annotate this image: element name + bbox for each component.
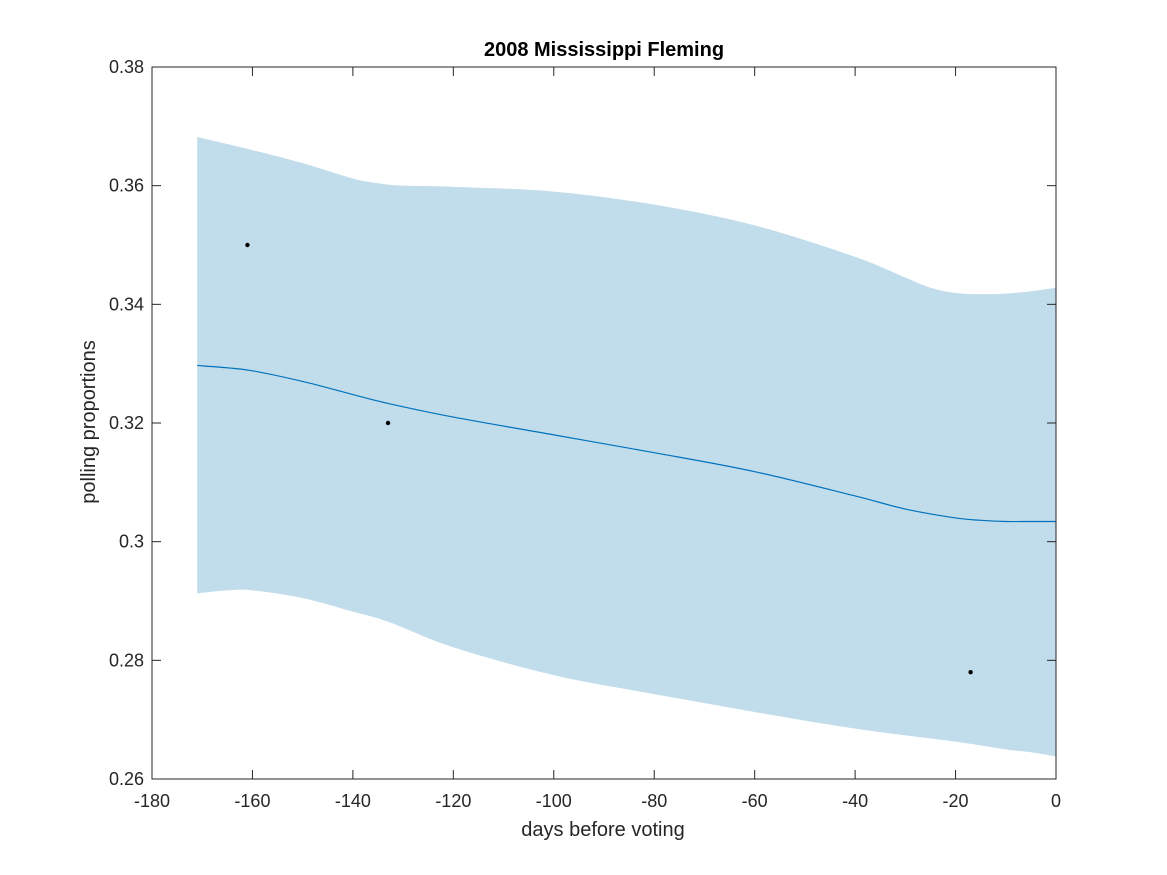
confidence-band — [197, 137, 1056, 757]
x-tick-label: -160 — [234, 791, 270, 811]
y-axis-label: polling proportions — [78, 340, 100, 503]
chart-title: 2008 Mississippi Fleming — [484, 39, 724, 61]
y-tick-label: 0.36 — [109, 176, 144, 196]
y-tick-label: 0.32 — [109, 413, 144, 433]
x-tick-label: -40 — [842, 791, 868, 811]
x-tick-label: -100 — [536, 791, 572, 811]
y-tick-label: 0.34 — [109, 294, 144, 314]
y-tick-label: 0.3 — [119, 532, 144, 552]
x-tick-label: -140 — [335, 791, 371, 811]
y-tick-label: 0.38 — [109, 57, 144, 77]
y-tick-label: 0.26 — [109, 769, 144, 789]
mean-line — [197, 364, 1056, 523]
axes: -180 -160 -140 -120 -100 -80 -60 -40 -20 0 0.26 0.2… — [109, 57, 1061, 811]
x-tick-label: -80 — [641, 791, 667, 811]
x-tick-label: -120 — [435, 791, 471, 811]
data-point — [385, 420, 391, 426]
x-tick-label: -180 — [134, 791, 170, 811]
x-axis-label: days before voting — [521, 819, 684, 841]
x-tick-label: -20 — [943, 791, 969, 811]
x-tick-label: 0 — [1051, 791, 1061, 811]
plot-area — [197, 137, 1056, 757]
data-point — [968, 670, 973, 675]
x-tick-label: -60 — [742, 791, 768, 811]
y-tick-label: 0.28 — [109, 650, 144, 670]
data-point — [245, 242, 250, 248]
